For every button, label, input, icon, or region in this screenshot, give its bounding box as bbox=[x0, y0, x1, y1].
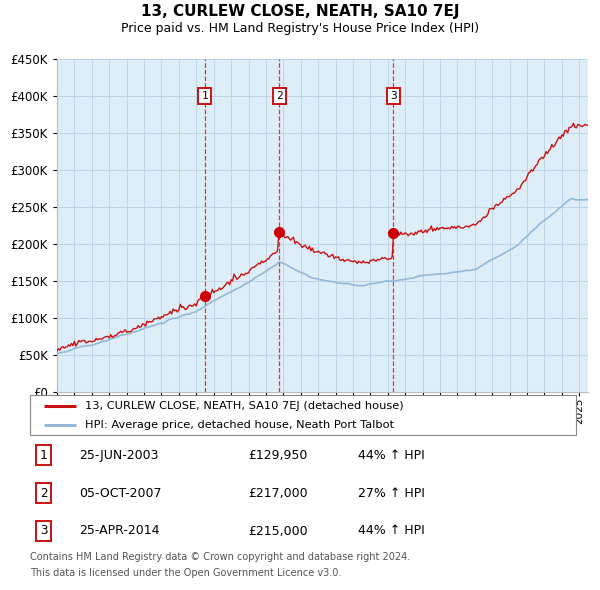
Text: 13, CURLEW CLOSE, NEATH, SA10 7EJ (detached house): 13, CURLEW CLOSE, NEATH, SA10 7EJ (detac… bbox=[85, 401, 403, 411]
Text: £217,000: £217,000 bbox=[248, 487, 308, 500]
Text: £129,950: £129,950 bbox=[248, 449, 308, 462]
Text: Contains HM Land Registry data © Crown copyright and database right 2024.: Contains HM Land Registry data © Crown c… bbox=[30, 552, 410, 562]
Text: 1: 1 bbox=[201, 91, 208, 101]
Text: 25-JUN-2003: 25-JUN-2003 bbox=[79, 449, 158, 462]
FancyBboxPatch shape bbox=[30, 395, 576, 435]
Text: HPI: Average price, detached house, Neath Port Talbot: HPI: Average price, detached house, Neat… bbox=[85, 421, 394, 430]
Text: 25-APR-2014: 25-APR-2014 bbox=[79, 525, 160, 537]
Text: 27% ↑ HPI: 27% ↑ HPI bbox=[358, 487, 424, 500]
Text: 44% ↑ HPI: 44% ↑ HPI bbox=[358, 525, 424, 537]
Text: 1: 1 bbox=[40, 449, 47, 462]
Text: This data is licensed under the Open Government Licence v3.0.: This data is licensed under the Open Gov… bbox=[30, 568, 341, 578]
Text: £215,000: £215,000 bbox=[248, 525, 308, 537]
Text: Price paid vs. HM Land Registry's House Price Index (HPI): Price paid vs. HM Land Registry's House … bbox=[121, 22, 479, 35]
Text: 3: 3 bbox=[390, 91, 397, 101]
Text: 05-OCT-2007: 05-OCT-2007 bbox=[79, 487, 161, 500]
Text: 2: 2 bbox=[40, 487, 47, 500]
Text: 2: 2 bbox=[276, 91, 283, 101]
Text: 3: 3 bbox=[40, 525, 47, 537]
Text: 44% ↑ HPI: 44% ↑ HPI bbox=[358, 449, 424, 462]
Text: 13, CURLEW CLOSE, NEATH, SA10 7EJ: 13, CURLEW CLOSE, NEATH, SA10 7EJ bbox=[141, 4, 459, 19]
